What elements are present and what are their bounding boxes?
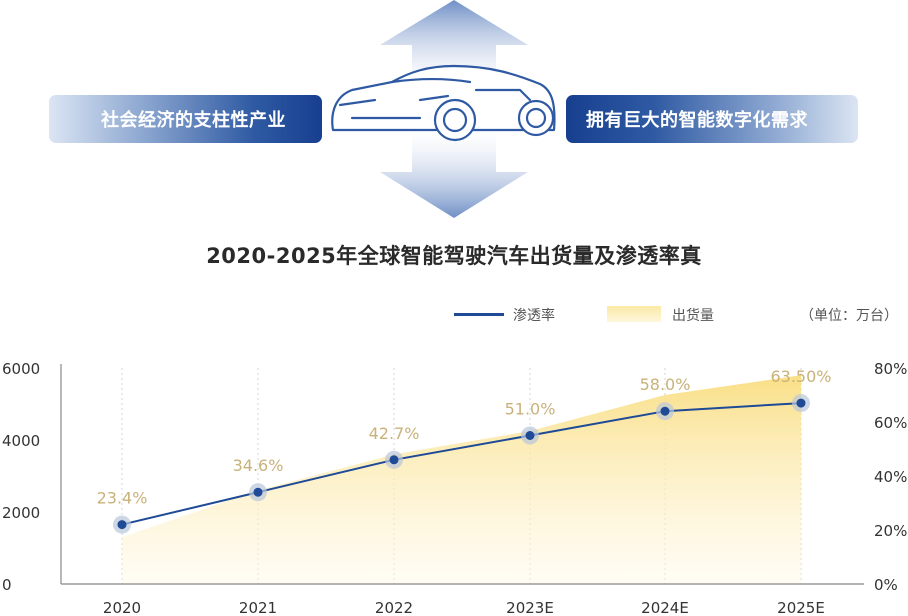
data-label-2024E: 58.0% [640,375,691,394]
point-2025E [796,398,806,408]
left-banner-text: 社会经济的支柱性产业 [101,110,286,131]
x-tick-2022: 2022 [375,599,413,616]
x-tick-2020: 2020 [103,599,141,616]
data-label-2022: 42.7% [369,424,420,443]
data-label-2020: 23.4% [97,489,148,508]
left-tick-4000: 4000 [2,432,40,450]
area-series-shipments [122,375,801,584]
point-2022 [389,455,399,465]
right-banner-text: 拥有巨大的智能数字化需求 [586,110,808,131]
legend-line-label: 渗透率 [513,308,555,324]
header-illustration [331,0,556,218]
left-tick-6000: 6000 [2,360,40,378]
legend-area-label: 出货量 [672,308,714,324]
data-label-2023E: 51.0% [505,400,556,419]
right-tick-60%: 60% [874,414,907,432]
point-2024E [660,406,670,416]
chart-title: 2020-2025年全球智能驾驶汽车出货量及渗透率真 [206,244,702,268]
chart-plot: 0 2000 4000 6000 0% 20% 40% 60% 80% 2020 2021 2022 2… [2,360,907,616]
x-tick-2024E: 2024E [641,599,689,616]
point-2020 [117,520,127,530]
right-tick-0%: 0% [874,576,898,594]
unit-label: （单位：万台） [800,308,898,324]
legend-line-swatch [454,313,504,316]
left-tick-0: 0 [2,576,12,594]
double-arrow-icon [380,0,528,218]
legend-area-swatch [607,306,661,322]
x-tick-2025E: 2025E [777,599,825,616]
line-series-penetration [121,402,802,526]
right-tick-40%: 40% [874,468,907,486]
x-tick-2021: 2021 [239,599,277,616]
right-banner: 拥有巨大的智能数字化需求 [566,95,858,143]
data-label-2025E: 63.50% [770,367,831,386]
point-2021 [253,487,263,497]
point-2023E [525,431,535,440]
x-tick-2023E: 2023E [506,599,554,616]
left-tick-2000: 2000 [2,504,40,522]
data-label-2021: 34.6% [233,456,284,475]
car-outline-icon [331,64,556,142]
right-tick-80%: 80% [874,360,907,378]
right-tick-20%: 20% [874,522,907,540]
left-banner: 社会经济的支柱性产业 [49,95,322,143]
